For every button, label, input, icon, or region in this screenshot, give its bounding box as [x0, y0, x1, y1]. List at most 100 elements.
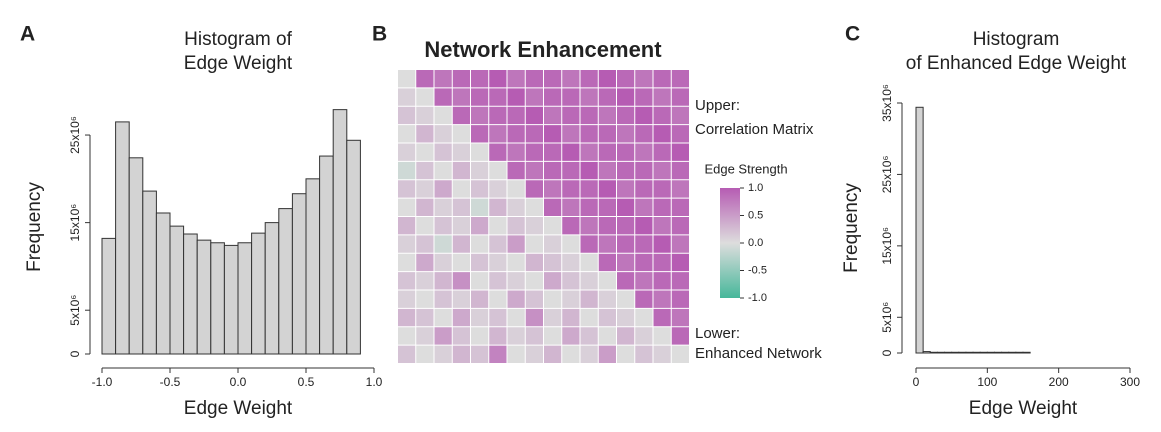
- histogram-bar: [922, 351, 931, 354]
- x-tick-label: 100: [977, 375, 997, 389]
- heatmap-cell: [525, 198, 543, 216]
- histogram-bar: [237, 242, 253, 355]
- y-axis-label: Frequency: [24, 182, 45, 272]
- heatmap-cell: [525, 70, 543, 88]
- heatmap-cell: [598, 345, 616, 363]
- heatmap-cell: [671, 327, 689, 345]
- heatmap-cell: [617, 180, 635, 198]
- heatmap-cell: [580, 253, 598, 272]
- heatmap-cell: [580, 161, 598, 180]
- heatmap-cell: [434, 308, 452, 327]
- heatmap-cell: [544, 217, 562, 235]
- heatmap-cell: [671, 235, 689, 253]
- heatmap-cell: [653, 88, 671, 106]
- colorbar-title: Edge Strength: [704, 161, 787, 176]
- heatmap-cell: [580, 290, 598, 308]
- heatmap-cell: [416, 70, 434, 88]
- heatmap-cell: [580, 345, 598, 363]
- heatmap-cell: [416, 308, 434, 327]
- histogram-bar: [169, 225, 185, 355]
- heatmap-cell: [598, 272, 616, 290]
- heatmap-cell: [598, 143, 616, 161]
- heatmap-cell: [580, 198, 598, 216]
- heatmap-cell: [635, 125, 653, 143]
- annotation: Correlation Matrix: [695, 121, 814, 138]
- heatmap-cell: [653, 235, 671, 253]
- heatmap-cell: [617, 198, 635, 216]
- heatmap-cell: [617, 143, 635, 161]
- histogram-bar: [986, 351, 995, 354]
- heatmap-cell: [416, 272, 434, 290]
- heatmap-cell: [580, 308, 598, 327]
- heatmap-cell: [471, 290, 489, 308]
- colorbar-tick-label: 0.5: [748, 209, 763, 221]
- heatmap-cell: [434, 253, 452, 272]
- histogram-bar: [183, 233, 198, 355]
- heatmap-cell: [635, 272, 653, 290]
- heatmap-cell: [653, 217, 671, 235]
- heatmap-cell: [525, 88, 543, 106]
- heatmap-cell: [671, 88, 689, 106]
- heatmap-cell: [507, 106, 525, 125]
- heatmap-cell: [398, 253, 416, 272]
- heatmap-cell: [617, 70, 635, 88]
- heatmap-cell: [489, 345, 507, 363]
- heatmap-cell: [471, 198, 489, 216]
- heatmap-cell: [635, 180, 653, 198]
- heatmap-cell: [525, 161, 543, 180]
- heatmap-cell: [562, 180, 580, 198]
- heatmap-cell: [489, 308, 507, 327]
- heatmap-cell: [471, 70, 489, 88]
- heatmap-cell: [544, 198, 562, 216]
- heatmap-cell: [452, 217, 470, 235]
- heatmap-cell: [653, 106, 671, 125]
- heatmap-cell: [416, 253, 434, 272]
- chart-title: Edge Weight: [184, 53, 293, 74]
- heatmap-cell: [635, 70, 653, 88]
- histogram-bar: [305, 178, 321, 355]
- heatmap-cell: [580, 272, 598, 290]
- heatmap-cell: [598, 198, 616, 216]
- histogram-bar: [346, 139, 361, 355]
- heatmap-cell: [471, 235, 489, 253]
- colorbar-tick-label: 0.0: [748, 237, 763, 249]
- chart-title: Histogram of: [184, 29, 292, 50]
- heatmap-cell: [398, 345, 416, 363]
- heatmap-cell: [617, 345, 635, 363]
- heatmap-cell: [489, 235, 507, 253]
- y-tick-label: 5x10⁶: [880, 302, 894, 333]
- heatmap-cell: [434, 125, 452, 143]
- panel-label: B: [372, 23, 387, 46]
- histogram-bar: [142, 190, 157, 355]
- heatmap-cell: [598, 253, 616, 272]
- chart-title: Network Enhancement: [424, 37, 662, 62]
- colorbar-tick-label: -1.0: [748, 292, 767, 304]
- heatmap-cell: [671, 290, 689, 308]
- heatmap-cell: [452, 253, 470, 272]
- heatmap-cell: [434, 106, 452, 125]
- heatmap-cell: [635, 290, 653, 308]
- y-tick-label: 25x10⁶: [68, 116, 82, 154]
- histogram-bar: [223, 244, 239, 355]
- heatmap-cell: [580, 88, 598, 106]
- histogram-bar: [972, 351, 981, 354]
- heatmap-cell: [507, 272, 525, 290]
- heatmap-cell: [598, 235, 616, 253]
- heatmap-cell: [635, 253, 653, 272]
- heatmap-cell: [525, 272, 543, 290]
- histogram-bar: [944, 351, 953, 354]
- heatmap-cell: [416, 235, 434, 253]
- heatmap-cell: [507, 161, 525, 180]
- histogram-bar: [965, 351, 974, 354]
- heatmap-cell: [398, 272, 416, 290]
- heatmap-cell: [525, 308, 543, 327]
- heatmap-cell: [489, 217, 507, 235]
- heatmap-cell: [452, 308, 470, 327]
- x-axis-label: Edge Weight: [969, 398, 1078, 419]
- heatmap-cell: [544, 290, 562, 308]
- heatmap-cell: [525, 143, 543, 161]
- histogram-bar: [1015, 351, 1024, 354]
- heatmap-cell: [452, 161, 470, 180]
- heatmap-cell: [580, 327, 598, 345]
- heatmap-cell: [544, 345, 562, 363]
